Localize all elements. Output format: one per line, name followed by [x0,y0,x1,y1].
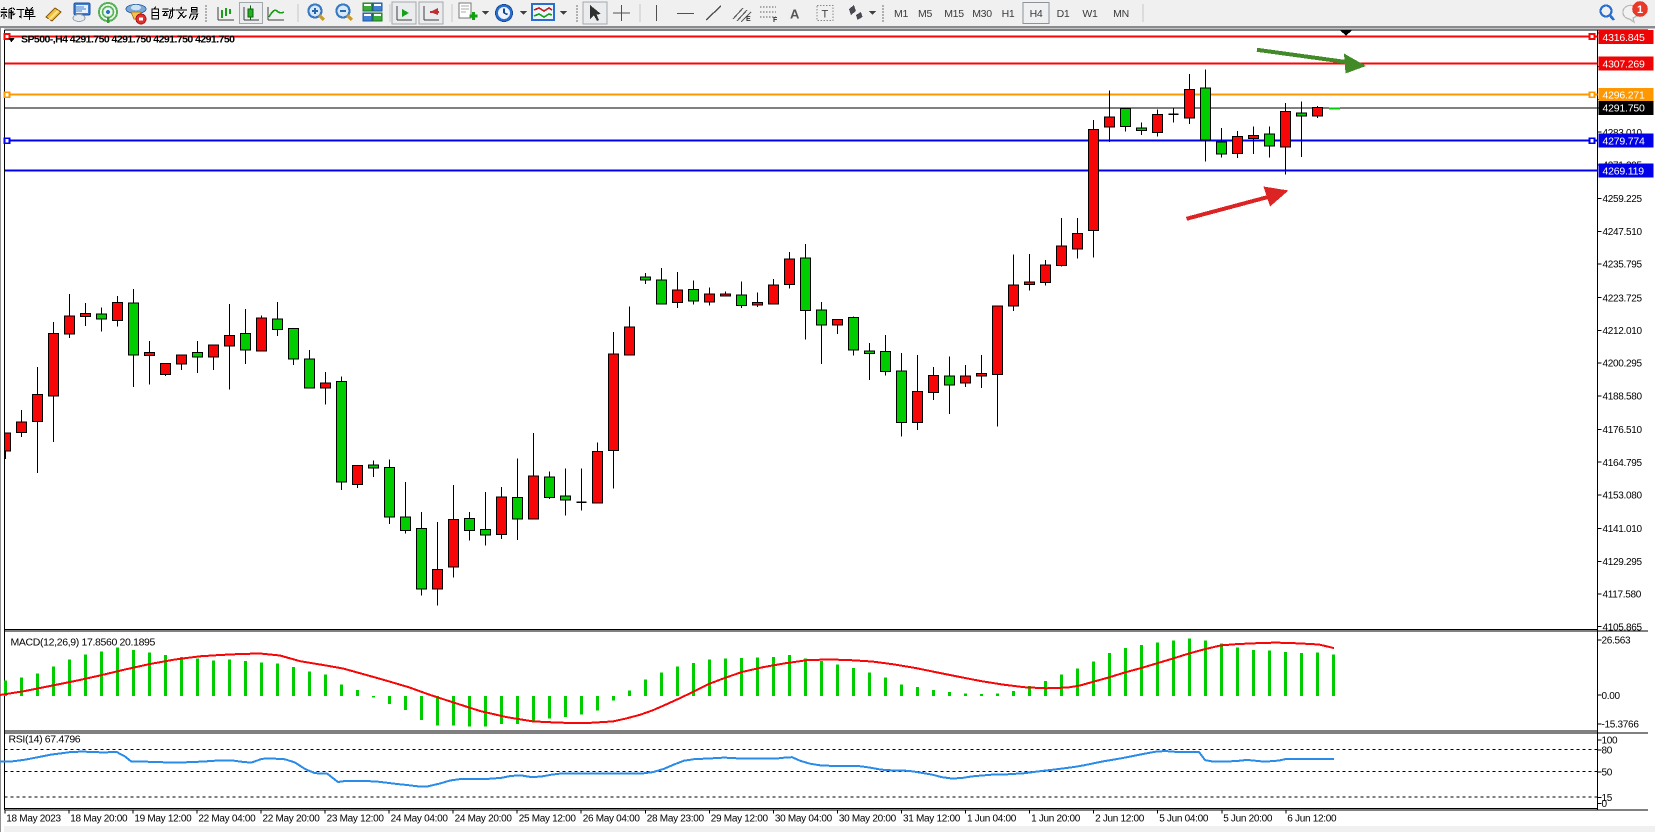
svg-text:4316.845: 4316.845 [1603,32,1646,44]
svg-text:4117.580: 4117.580 [1603,590,1642,601]
svg-text:18 May 2023: 18 May 2023 [6,814,61,825]
svg-text:50: 50 [1602,767,1613,778]
svg-text:15: 15 [1602,793,1613,804]
svg-text:H1: H1 [1002,8,1015,20]
svg-text:5 Jun 20:00: 5 Jun 20:00 [1223,814,1273,825]
svg-text:M1: M1 [894,8,908,20]
svg-text:4279.774: 4279.774 [1603,135,1646,147]
svg-text:100: 100 [1602,736,1619,747]
svg-text:25 May 12:00: 25 May 12:00 [519,814,577,825]
svg-text:23 May 12:00: 23 May 12:00 [327,814,385,825]
svg-text:4176.510: 4176.510 [1603,425,1643,436]
svg-text:MACD(12,26,9) 17.8560 20.1895: MACD(12,26,9) 17.8560 20.1895 [11,636,156,648]
svg-text:22 May 20:00: 22 May 20:00 [263,814,321,825]
svg-text:4247.510: 4247.510 [1603,227,1643,238]
svg-text:0: 0 [1602,799,1608,810]
svg-text:-15.3766: -15.3766 [1602,720,1640,731]
svg-text:D1: D1 [1057,8,1070,20]
svg-text:4188.580: 4188.580 [1603,391,1643,402]
svg-text:4129.295: 4129.295 [1603,557,1643,568]
svg-text:4141.010: 4141.010 [1603,524,1643,535]
svg-text:4212.010: 4212.010 [1603,326,1643,337]
svg-text:28 May 23:00: 28 May 23:00 [647,814,705,825]
svg-text:4269.119: 4269.119 [1603,165,1645,177]
svg-text:26 May 04:00: 26 May 04:00 [583,814,641,825]
svg-text:22 May 04:00: 22 May 04:00 [198,814,256,825]
svg-text:M15: M15 [944,8,964,20]
svg-text:F: F [773,17,778,24]
svg-text:M30: M30 [972,8,992,20]
svg-text:4259.225: 4259.225 [1603,194,1643,205]
svg-text:29 May 12:00: 29 May 12:00 [711,814,769,825]
svg-text:H4: H4 [1030,8,1043,20]
svg-text:W1: W1 [1082,8,1098,20]
svg-text:1 Jun 04:00: 1 Jun 04:00 [967,814,1017,825]
svg-text:RSI(14) 67.4796: RSI(14) 67.4796 [9,733,81,745]
svg-text:30 May 04:00: 30 May 04:00 [775,814,833,825]
svg-text:4307.269: 4307.269 [1603,59,1646,71]
svg-text:1 Jun 20:00: 1 Jun 20:00 [1031,814,1081,825]
svg-text:24 May 04:00: 24 May 04:00 [391,814,449,825]
svg-text:1: 1 [1637,4,1643,16]
svg-text:T: T [822,9,829,21]
svg-text:24 May 20:00: 24 May 20:00 [455,814,513,825]
svg-text:MN: MN [1113,8,1129,20]
svg-text:4235.795: 4235.795 [1603,260,1643,271]
svg-text:E: E [746,16,751,23]
svg-text:4296.271: 4296.271 [1603,90,1646,102]
svg-text:4200.295: 4200.295 [1603,359,1643,370]
svg-text:5 Jun 04:00: 5 Jun 04:00 [1159,814,1209,825]
svg-text:31 May 12:00: 31 May 12:00 [903,814,961,825]
svg-text:A: A [790,7,800,22]
svg-text:26.563: 26.563 [1602,635,1632,646]
svg-text:4153.080: 4153.080 [1603,491,1643,502]
svg-text:4105.865: 4105.865 [1603,622,1643,633]
svg-text:M5: M5 [918,8,932,20]
svg-text:0.00: 0.00 [1602,691,1621,702]
svg-text:2 Jun 12:00: 2 Jun 12:00 [1095,814,1145,825]
svg-text:6 Jun 12:00: 6 Jun 12:00 [1287,814,1337,825]
svg-text:SP500-,H4 4291.750 4291.750 4: SP500-,H4 4291.750 4291.750 4291.750 429… [21,34,235,46]
svg-text:4291.750: 4291.750 [1603,103,1646,115]
svg-text:19 May 12:00: 19 May 12:00 [134,814,192,825]
svg-text:18 May 20:00: 18 May 20:00 [70,814,128,825]
svg-text:4164.795: 4164.795 [1603,458,1643,469]
svg-text:4223.725: 4223.725 [1603,293,1643,304]
svg-text:30 May 20:00: 30 May 20:00 [839,814,897,825]
svg-text:4283.010: 4283.010 [1603,128,1643,139]
svg-text:80: 80 [1602,746,1613,757]
